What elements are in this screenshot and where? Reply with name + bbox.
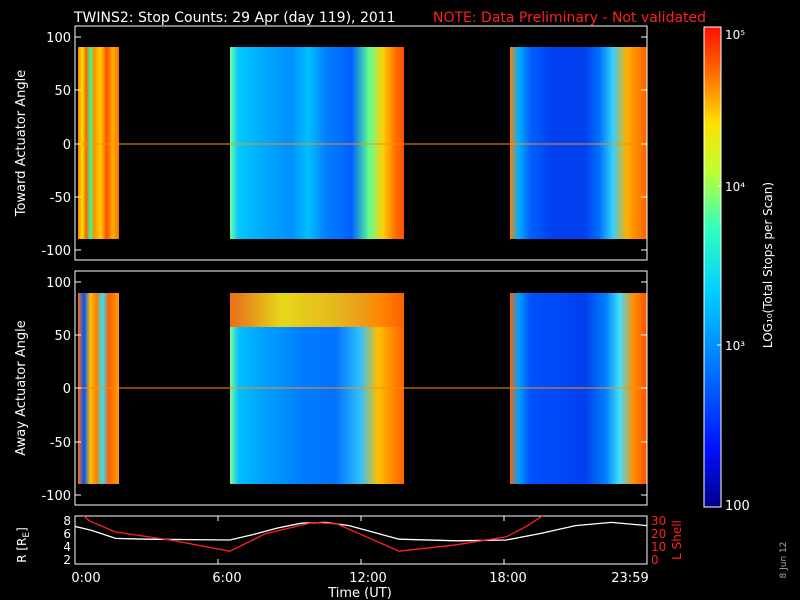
colorbar: 10⁵ 10⁴ 10³ 100 LOG₁₀(Total Stops per Sc… xyxy=(703,26,775,514)
l-ytick-label: 0 xyxy=(651,553,659,567)
away-ytick-label: 0 xyxy=(63,382,71,397)
colorbar-label: LOG₁₀(Total Stops per Scan) xyxy=(761,182,775,348)
l-ytick-label: 30 xyxy=(651,514,666,528)
preliminary-note: NOTE: Data Preliminary - Not validated xyxy=(433,10,706,26)
orbit-lines xyxy=(74,516,648,564)
toward-ylabel: Toward Actuator Angle xyxy=(14,70,29,217)
time-tick-label: 12:00 xyxy=(349,571,386,586)
l-shell-line xyxy=(82,516,544,552)
toward-panel: 100 50 0 -50 -100 Toward Actuator Angle xyxy=(14,25,648,261)
r-ytick-label: 6 xyxy=(63,527,71,541)
time-tick-label: 23:59 xyxy=(611,571,648,586)
l-shell-ylabel: L Shell xyxy=(670,520,684,560)
time-xlabel: Time (UT) xyxy=(327,586,392,600)
toward-ytick-label: 100 xyxy=(46,31,71,46)
away-ylabel: Away Actuator Angle xyxy=(14,320,29,455)
away-heatmap-band xyxy=(230,293,404,327)
r-ytick-label: 8 xyxy=(63,514,71,528)
l-ytick-label: 20 xyxy=(651,527,666,541)
r-ytick-label: 2 xyxy=(63,553,71,567)
orbit-axes-frame xyxy=(74,515,648,565)
away-ytick-label: 100 xyxy=(46,276,71,291)
toward-ytick-label: 0 xyxy=(63,138,71,153)
r-ylabel: R [RE] xyxy=(15,527,32,563)
l-ytick-label: 10 xyxy=(651,540,666,554)
time-tick-label: 6:00 xyxy=(212,571,241,586)
toward-ytick-label: 50 xyxy=(54,84,71,99)
orbit-right-yticks: 30 20 10 0 xyxy=(651,514,666,567)
toward-axes-frame xyxy=(74,25,648,261)
toward-ytick-label: -100 xyxy=(41,244,71,259)
orbit-left-yticks: 8 6 4 2 xyxy=(63,514,71,567)
orbit-panel: 8 6 4 2 R [RE] 30 20 10 0 L Shell 0:00 6… xyxy=(15,514,684,600)
time-tick-label: 18:00 xyxy=(489,571,526,586)
away-panel: 100 50 0 -50 -100 Away Actuator Angle xyxy=(14,270,648,506)
date-stamp: 8 Jun 12 xyxy=(779,542,789,579)
away-ytick-label: 50 xyxy=(54,329,71,344)
colorbar-tick-label: 10⁵ xyxy=(725,28,745,42)
colorbar-ramp xyxy=(703,26,722,508)
time-xticks: 0:00 6:00 12:00 18:00 23:59 xyxy=(71,571,648,586)
toward-ytick-label: -50 xyxy=(50,191,71,206)
away-yticks: 100 50 0 -50 -100 xyxy=(41,276,647,504)
away-ytick-label: -100 xyxy=(41,489,71,504)
r-distance-line xyxy=(75,521,647,542)
toward-yticks: 100 50 0 -50 -100 xyxy=(41,31,647,259)
time-tick-label: 0:00 xyxy=(71,571,100,586)
away-ytick-label: -50 xyxy=(50,436,71,451)
colorbar-tick-label: 100 xyxy=(725,499,750,514)
colorbar-tick-label: 10³ xyxy=(725,339,745,353)
r-ytick-label: 4 xyxy=(63,540,71,554)
chart-title: TWINS2: Stop Counts: 29 Apr (day 119), 2… xyxy=(73,10,396,26)
colorbar-tick-label: 10⁴ xyxy=(725,180,745,194)
